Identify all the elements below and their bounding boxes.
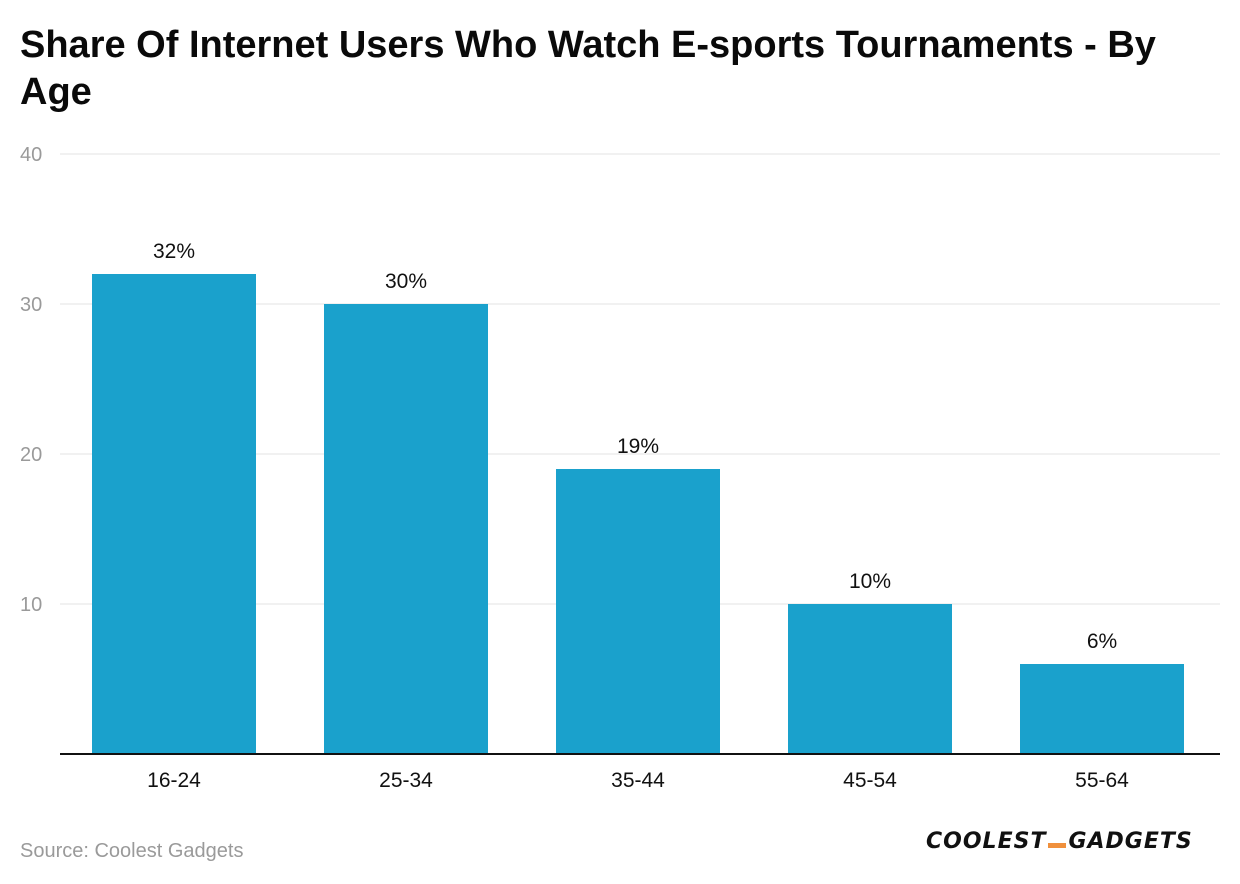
bar xyxy=(1020,664,1184,754)
brand-logo: COOLEST GADGETS xyxy=(926,825,1193,857)
bar xyxy=(556,469,720,754)
y-tick-label: 10 xyxy=(20,594,42,616)
data-label: 30% xyxy=(385,270,427,293)
chart-title: Share Of Internet Users Who Watch E-spor… xyxy=(20,24,1156,113)
y-tick-label: 30 xyxy=(20,294,42,316)
bar xyxy=(324,304,488,754)
bar xyxy=(92,274,256,754)
logo-dash xyxy=(1048,842,1067,848)
data-label: 19% xyxy=(617,435,659,458)
x-tick-label: 16-24 xyxy=(147,769,201,792)
logo-text-right: GADGETS xyxy=(1068,828,1193,854)
x-tick-label: 25-34 xyxy=(379,769,433,792)
bar xyxy=(788,604,952,754)
x-tick-label: 45-54 xyxy=(843,769,897,792)
data-label: 6% xyxy=(1087,630,1117,653)
logo-text-left: COOLEST xyxy=(926,828,1047,854)
x-tick-label: 55-64 xyxy=(1075,769,1129,792)
x-tick-label: 35-44 xyxy=(611,769,665,792)
data-label: 10% xyxy=(849,570,891,593)
y-tick-label: 20 xyxy=(20,444,42,466)
source-note: Source: Coolest Gadgets xyxy=(20,840,244,862)
data-label: 32% xyxy=(153,240,195,263)
y-tick-label: 40 xyxy=(20,144,42,166)
